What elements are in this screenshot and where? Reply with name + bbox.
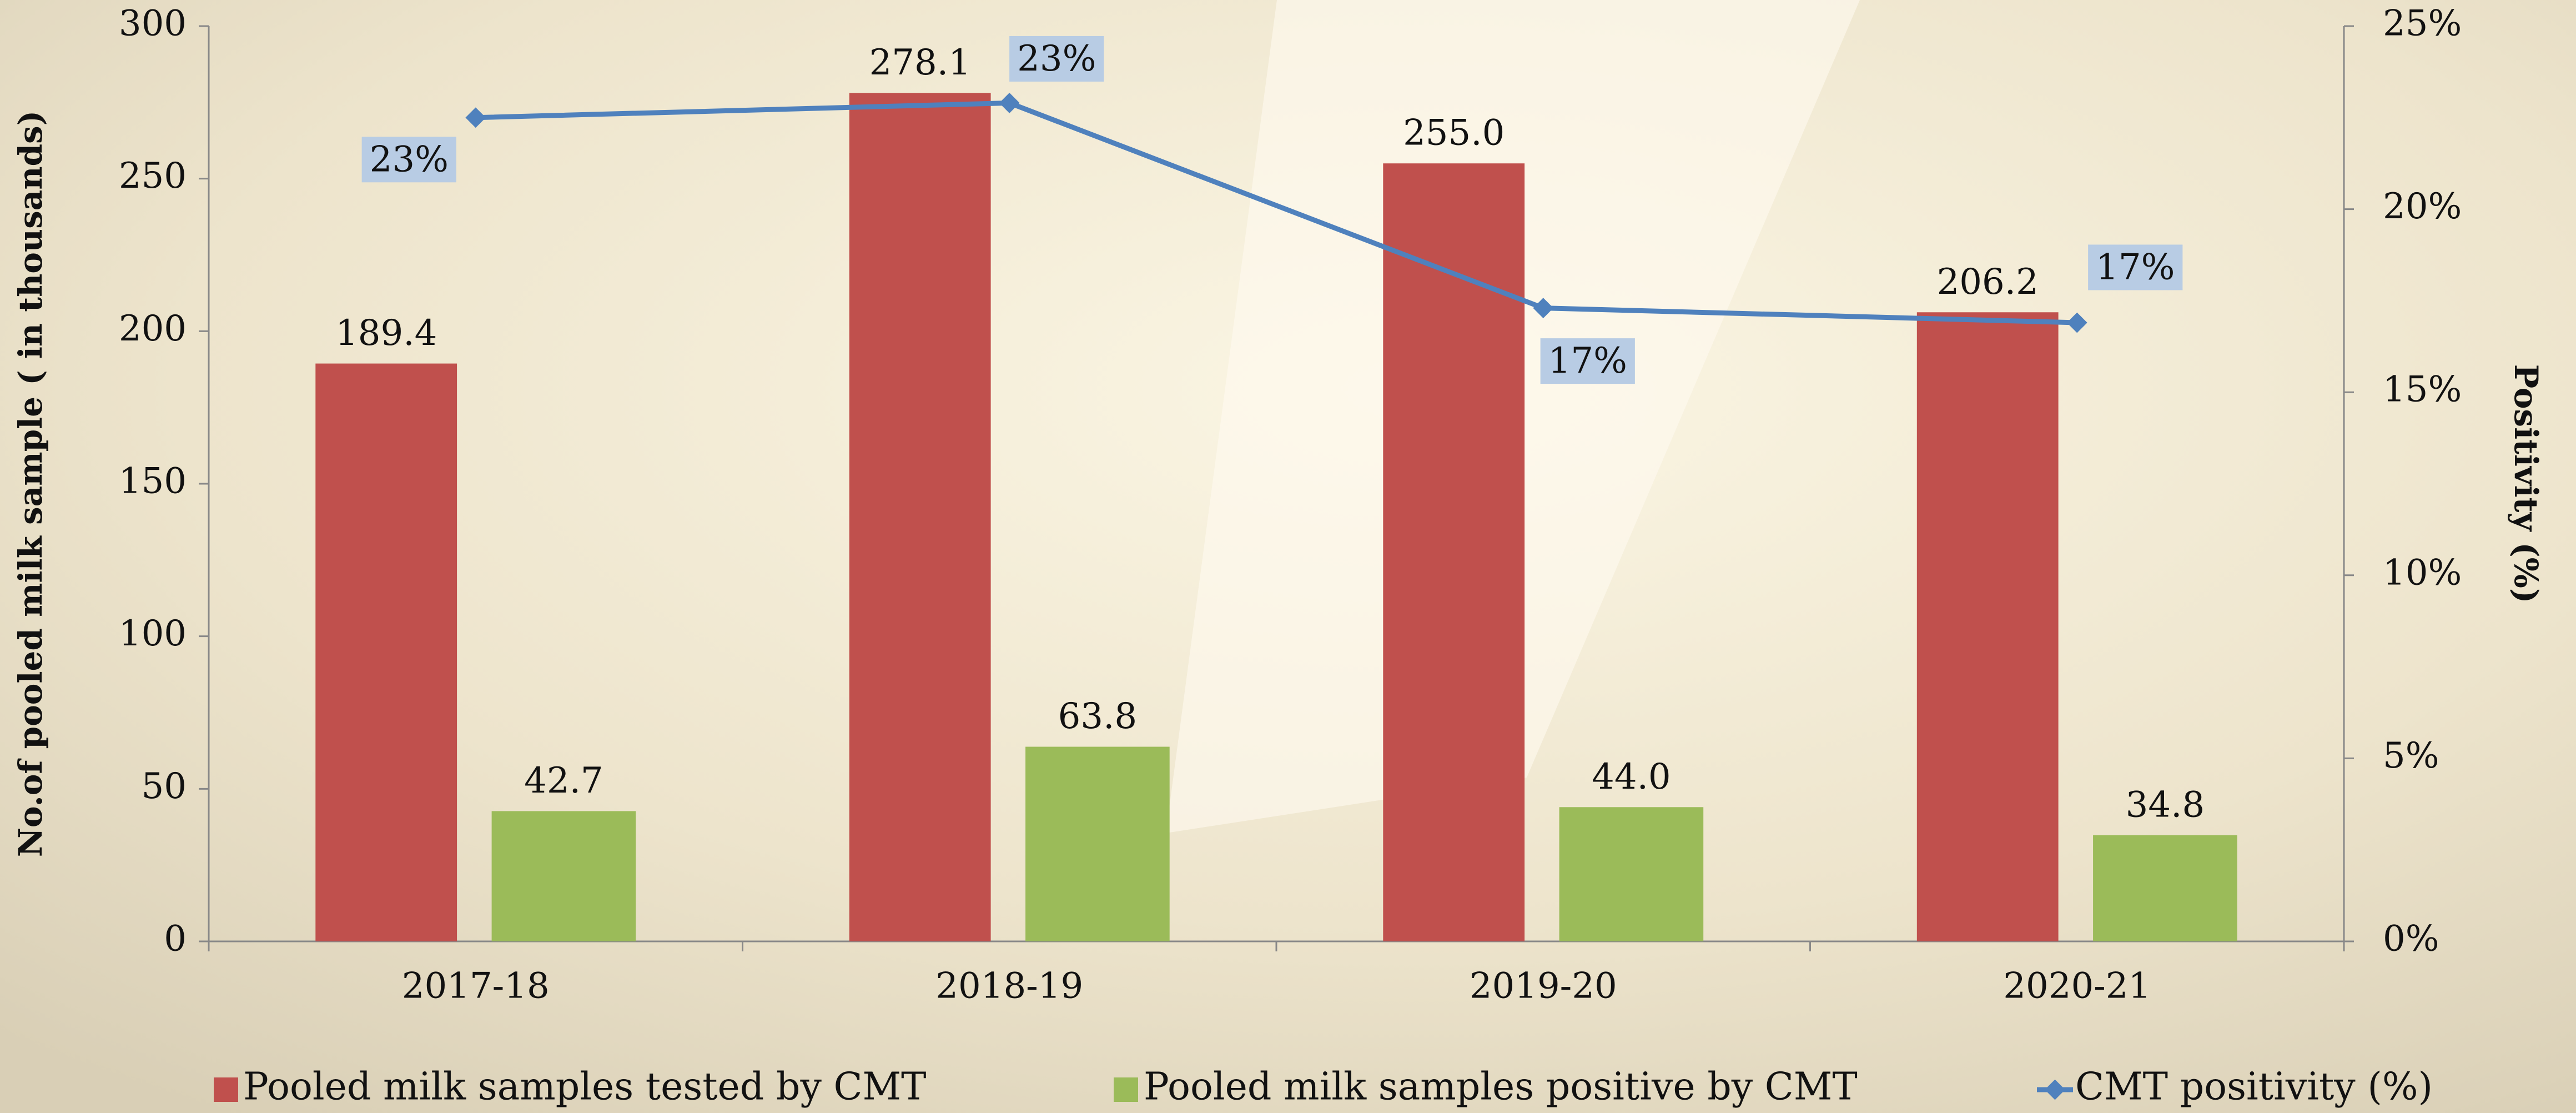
bar-value-label: 63.8: [1058, 696, 1138, 737]
chart: No.of pooled milk sample ( in thousands)…: [0, 0, 2576, 1113]
x-tick-label: 2017-18: [402, 966, 550, 1007]
x-tick-label: 2019-20: [1470, 966, 1617, 1007]
bar-value-label: 255.0: [1403, 113, 1505, 154]
y2-tick-label: 5%: [2383, 735, 2439, 776]
y2-tick-label: 0%: [2383, 919, 2439, 960]
bar-value-label: 42.7: [524, 760, 603, 801]
x-tick-label: 2020-21: [2003, 966, 2151, 1007]
y-tick-label: 300: [119, 3, 187, 44]
bar: [2093, 835, 2237, 941]
bar-value-label: 44.0: [1592, 756, 1671, 798]
bar: [849, 93, 991, 941]
y2-axis-title: Positivity (%): [2507, 364, 2545, 604]
y-tick-label: 250: [119, 156, 187, 197]
legend-label: CMT positivity (%): [2075, 1065, 2433, 1109]
y2-tick-label: 10%: [2383, 552, 2462, 593]
legend-label: Pooled milk samples positive by CMT: [1144, 1065, 1858, 1109]
page: No.of pooled milk sample ( in thousands)…: [0, 0, 2576, 1113]
line-value-label: 17%: [2096, 247, 2175, 288]
bar: [1559, 807, 1704, 941]
y-tick-label: 50: [142, 766, 187, 807]
bar: [1917, 312, 2059, 941]
x-tick-label: 2018-19: [935, 966, 1083, 1007]
bar: [492, 811, 636, 941]
y-tick-label: 200: [119, 308, 187, 349]
line-value-label: 23%: [370, 139, 449, 180]
bar-value-label: 206.2: [1937, 262, 2039, 303]
bar: [1383, 163, 1525, 941]
bar-value-label: 189.4: [335, 313, 437, 354]
legend-swatch: [1114, 1077, 1138, 1102]
bar-value-label: 278.1: [869, 42, 971, 83]
y-axis-title: No.of pooled milk sample ( in thousands): [12, 111, 49, 857]
legend-label: Pooled milk samples tested by CMT: [243, 1065, 927, 1109]
legend-swatch: [214, 1077, 238, 1102]
line-value-label: 23%: [1017, 38, 1096, 79]
y-tick-label: 0: [164, 919, 187, 960]
y2-tick-label: 15%: [2383, 369, 2462, 410]
y-tick-label: 150: [119, 461, 187, 502]
y-tick-label: 100: [119, 613, 187, 654]
bar: [1025, 747, 1170, 941]
line-value-label: 17%: [1548, 340, 1627, 382]
y2-tick-label: 25%: [2383, 3, 2462, 44]
bar-value-label: 34.8: [2126, 784, 2205, 825]
y2-tick-label: 20%: [2383, 186, 2462, 227]
bar: [315, 364, 457, 941]
